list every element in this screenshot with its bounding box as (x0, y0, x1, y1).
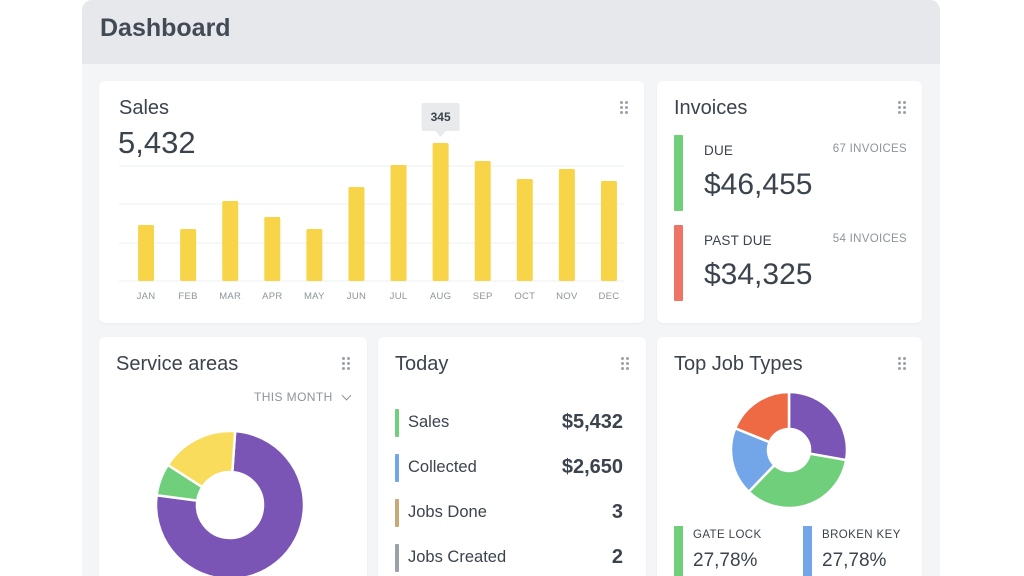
today-label: Jobs Created (408, 548, 507, 566)
x-tick-label: MAY (304, 291, 325, 302)
legend-label: BROKEN KEY (822, 529, 901, 541)
x-tick-label: FEB (178, 291, 197, 302)
today-title: Today (395, 353, 449, 375)
sales-bar[interactable] (390, 165, 407, 281)
today-card: Today Sales $5,432 Collected $2,650 Jobs… (378, 337, 646, 576)
x-tick-label: MAR (219, 291, 241, 302)
page-title: Dashboard (100, 14, 231, 42)
today-label: Sales (408, 413, 450, 431)
legend-color-bar (674, 526, 683, 576)
service-areas-card: Service areas THIS MONTH (99, 337, 367, 576)
top-job-types-card: Top Job Types GATE LOCK 27,78% BROKEN KE… (657, 337, 922, 576)
sales-total: 5,432 (118, 125, 196, 160)
today-color-bar (395, 454, 399, 482)
header-bar: Dashboard (82, 0, 940, 64)
legend-percent: 27,78% (822, 550, 887, 571)
service-areas-donut (154, 429, 306, 576)
x-tick-label: OCT (514, 291, 535, 302)
x-tick-label: SEP (473, 291, 493, 302)
drag-handle-icon[interactable] (621, 357, 629, 371)
sales-card: Sales 5,432 JAN FEB MAR APR MAY JUN JUL AUG 345 S… (99, 81, 644, 323)
top-job-types-title: Top Job Types (674, 353, 803, 375)
x-tick-label: APR (262, 291, 282, 302)
sales-bar-chart: JAN FEB MAR APR MAY JUN JUL AUG 345 SEP OCT NOV DEC (119, 103, 624, 302)
drag-handle-icon[interactable] (620, 101, 628, 115)
today-row-collected[interactable]: Collected $2,650 (395, 454, 627, 482)
sales-bar[interactable] (474, 161, 491, 281)
invoice-row-past-due[interactable]: PAST DUE 54 INVOICES $34,325 (674, 225, 909, 301)
today-color-bar (395, 544, 399, 572)
service-areas-title: Service areas (116, 353, 239, 375)
today-row-sales[interactable]: Sales $5,432 (395, 409, 627, 437)
x-tick-label: DEC (598, 291, 619, 302)
sales-title: Sales (119, 97, 170, 119)
x-tick-label: JUL (390, 291, 408, 302)
invoice-label: DUE (704, 143, 734, 158)
sales-bar[interactable] (348, 187, 365, 281)
job-types-donut (729, 390, 849, 510)
drag-handle-icon[interactable] (898, 357, 906, 371)
sales-bar[interactable] (432, 143, 449, 281)
today-label: Collected (408, 458, 477, 476)
today-color-bar (395, 409, 399, 437)
sales-bar[interactable] (558, 169, 575, 281)
invoices-title: Invoices (674, 97, 748, 119)
legend-percent: 27,78% (693, 550, 758, 571)
invoice-amount: $34,325 (704, 258, 813, 291)
invoice-color-bar (674, 135, 683, 211)
job-type-slice[interactable] (733, 390, 791, 444)
today-row-jobs-done[interactable]: Jobs Done 3 (395, 499, 627, 527)
x-tick-label: AUG (430, 291, 452, 302)
sales-bar[interactable] (264, 217, 281, 281)
service-area-slice[interactable] (166, 429, 237, 489)
period-select[interactable]: THIS MONTH (254, 390, 352, 404)
x-tick-label: JAN (137, 291, 156, 302)
x-tick-label: JUN (347, 291, 366, 302)
sales-bar[interactable] (222, 201, 239, 281)
legend-label: GATE LOCK (693, 529, 762, 541)
period-select-label: THIS MONTH (254, 390, 333, 404)
today-value: 2 (611, 546, 623, 568)
today-value: 3 (611, 501, 623, 523)
invoice-count: 67 INVOICES (832, 143, 907, 155)
invoice-count: 54 INVOICES (832, 233, 907, 245)
legend-broken-key[interactable]: BROKEN KEY 27,78% (803, 526, 918, 576)
today-value: $2,650 (561, 456, 623, 478)
today-label: Jobs Done (408, 503, 487, 521)
drag-handle-icon[interactable] (342, 357, 350, 371)
sales-bar[interactable] (600, 181, 617, 281)
service-area-slice[interactable] (154, 429, 306, 576)
invoice-label: PAST DUE (704, 233, 772, 248)
tooltip-value: 345 (431, 110, 451, 124)
invoice-amount: $46,455 (704, 168, 813, 201)
sales-bar[interactable] (180, 229, 197, 281)
legend-color-bar (803, 526, 812, 576)
today-value: $5,432 (561, 411, 623, 433)
sales-bar[interactable] (138, 225, 155, 281)
sales-bar[interactable] (306, 229, 323, 281)
dashboard-window: Dashboard Sales 5,432 JAN FEB MAR APR MAY JUN… (82, 0, 940, 576)
invoice-row-due[interactable]: DUE 67 INVOICES $46,455 (674, 135, 909, 211)
invoices-card: Invoices DUE 67 INVOICES $46,455 PAST DU… (657, 81, 922, 323)
today-color-bar (395, 499, 399, 527)
job-type-slice[interactable] (787, 390, 849, 462)
invoice-color-bar (674, 225, 683, 301)
today-row-jobs-created[interactable]: Jobs Created 2 (395, 544, 627, 572)
sales-bar[interactable] (516, 179, 533, 281)
bar-tooltip: 345 (421, 103, 460, 137)
x-tick-label: NOV (556, 291, 578, 302)
drag-handle-icon[interactable] (898, 101, 906, 115)
legend-gate-lock[interactable]: GATE LOCK 27,78% (674, 526, 794, 576)
